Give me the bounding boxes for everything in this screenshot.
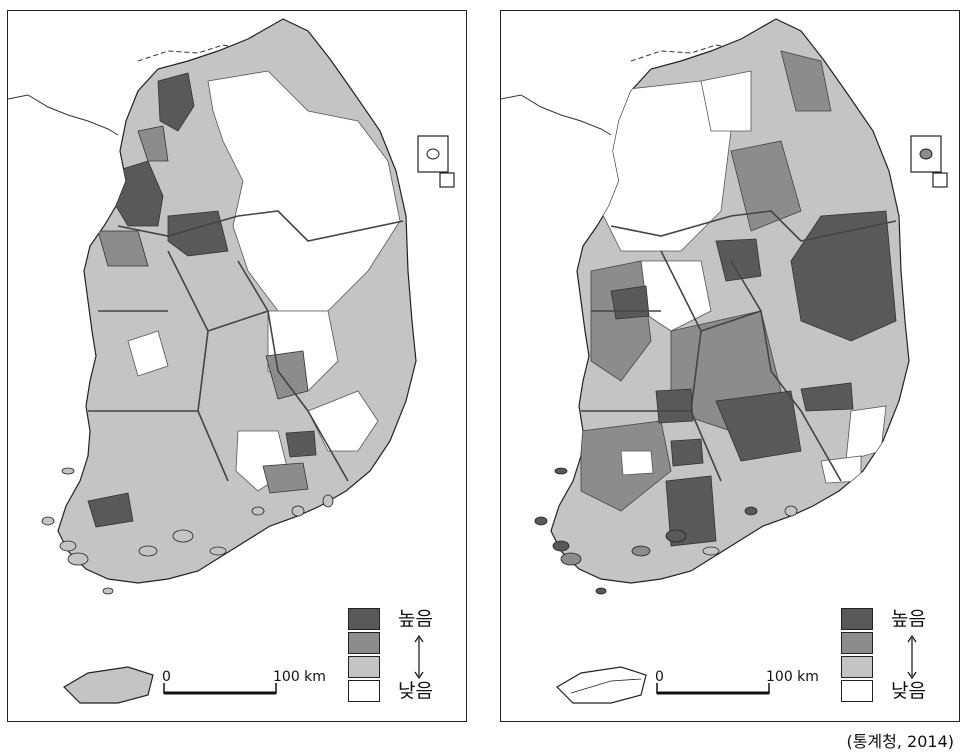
scale-bar-line [656,683,770,695]
legend-swatch-lowest [348,680,380,702]
legend-high-label: 높음 [398,608,433,630]
region-mid-north [730,140,802,232]
choropleth-map-right [501,18,948,704]
legend-low-label: 낮음 [398,680,433,702]
south-islands [41,467,334,595]
source-citation: (통계청, 2014) [846,732,954,751]
province-borders [581,210,897,482]
legend-arrow [414,634,424,680]
region-dark-jeonbuk [655,388,694,424]
scale-start-label: 0 [655,669,664,685]
region-dark-chungbuk [715,238,762,282]
south-islands [534,467,798,595]
scale-end-label: 100 km [273,669,326,685]
legend-low-label: 낮음 [891,680,926,702]
region-mid-northeast [780,50,832,112]
ulleungdo-island [426,148,440,160]
legend-right: 높음 낮음 [841,608,953,708]
scale-end-label: 100 km [766,669,819,685]
region-mid-2 [97,230,149,267]
region-dark-jeonnam-east [665,475,717,547]
province-borders [88,210,404,482]
legend-left: 높음 낮음 [348,608,460,708]
legend-swatch-low [348,656,380,678]
jeju-island [63,666,154,704]
dokdo-inset [439,172,455,188]
ulleungdo-inset [910,135,942,173]
northwest-coast-line [501,94,612,136]
region-white-southeast [845,405,887,462]
region-dark-gyeongbuk-south [800,382,854,412]
region-west [127,330,169,377]
region-mid-4 [262,462,309,494]
jeju-inner-boundary [570,678,642,694]
scale-bar-left: 0 100 km [158,669,338,705]
region-dark-jeonnam [670,438,704,467]
legend-swatch-high [348,632,380,654]
region-dark-3 [167,210,229,257]
region-white-gwangju [620,450,654,476]
region-white-busan [820,455,862,484]
jeju-island [556,666,647,704]
map-panel-left: 0 100 km 높음 낮음 [7,10,467,722]
region-dark-gyeongnam [715,390,802,462]
region-dark-chungnam [610,285,650,320]
legend-swatch-high [841,632,873,654]
legend-swatch-highest [348,608,380,630]
region-dark-1 [157,72,195,132]
legend-swatch-lowest [841,680,873,702]
region-southeast [307,390,379,452]
region-dark-northeast [790,210,897,342]
region-mid-1 [137,125,169,162]
region-dark-4 [285,430,317,458]
map-panel-right: 0 100 km 높음 낮음 [500,10,960,722]
scale-bar-line [163,683,277,695]
northwest-coast-line [8,94,119,136]
ulleungdo-island [919,148,933,160]
dokdo-inset [932,172,948,188]
legend-high-label: 높음 [891,608,926,630]
region-dark-5 [87,492,134,528]
choropleth-map-left [8,18,455,704]
scale-bar-right: 0 100 km [651,669,831,705]
scale-start-label: 0 [162,669,171,685]
legend-swatch-highest [841,608,873,630]
legend-arrow [907,634,917,680]
legend-swatch-low [841,656,873,678]
region-north-white [700,70,752,132]
